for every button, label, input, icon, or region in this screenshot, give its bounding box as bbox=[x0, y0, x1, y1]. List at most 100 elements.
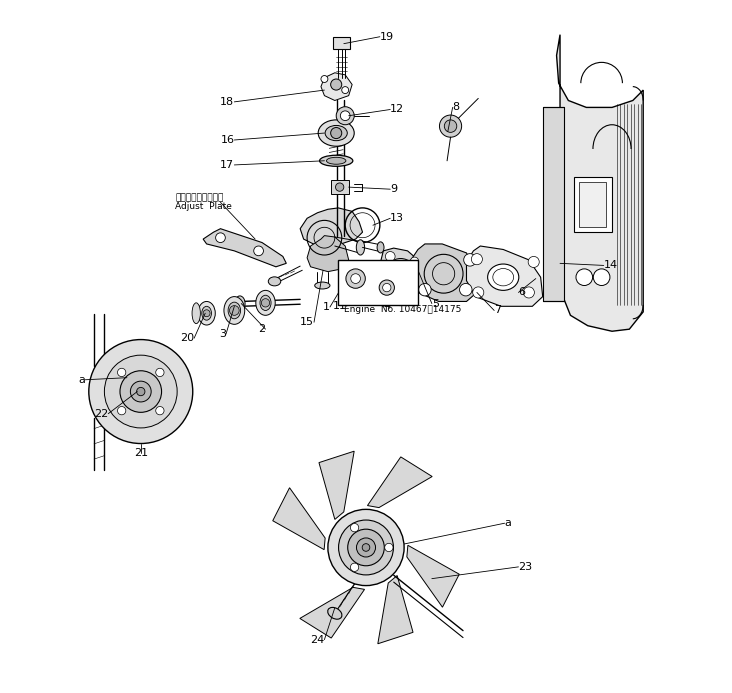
Text: 21: 21 bbox=[134, 448, 148, 457]
Circle shape bbox=[576, 269, 593, 286]
Circle shape bbox=[385, 543, 393, 552]
Ellipse shape bbox=[269, 277, 281, 286]
Text: 23: 23 bbox=[518, 562, 533, 572]
Text: アジャストプレート: アジャストプレート bbox=[176, 194, 224, 202]
Circle shape bbox=[523, 287, 534, 298]
Ellipse shape bbox=[224, 297, 244, 324]
Ellipse shape bbox=[260, 295, 271, 310]
Ellipse shape bbox=[192, 303, 201, 324]
Circle shape bbox=[105, 355, 177, 428]
Circle shape bbox=[594, 269, 610, 286]
Text: 5: 5 bbox=[432, 299, 439, 308]
Text: 17: 17 bbox=[220, 160, 234, 170]
Polygon shape bbox=[300, 208, 362, 246]
Circle shape bbox=[120, 371, 162, 412]
Circle shape bbox=[254, 246, 264, 256]
Ellipse shape bbox=[255, 290, 275, 315]
Polygon shape bbox=[378, 575, 413, 644]
Circle shape bbox=[229, 306, 239, 315]
Circle shape bbox=[336, 107, 354, 125]
Text: Adjust  Plate: Adjust Plate bbox=[176, 202, 232, 211]
Polygon shape bbox=[407, 545, 459, 607]
Text: 適用号機: 適用号機 bbox=[344, 296, 365, 304]
Circle shape bbox=[359, 287, 375, 302]
Polygon shape bbox=[411, 244, 477, 301]
Text: 8: 8 bbox=[452, 103, 460, 112]
Ellipse shape bbox=[326, 157, 346, 164]
Circle shape bbox=[351, 274, 360, 283]
Circle shape bbox=[137, 387, 145, 396]
Circle shape bbox=[89, 340, 193, 444]
Text: 9: 9 bbox=[390, 184, 397, 194]
Text: 22: 22 bbox=[94, 409, 108, 419]
Circle shape bbox=[473, 287, 484, 298]
Text: 15: 15 bbox=[300, 317, 314, 327]
Bar bbox=[542, 107, 564, 301]
Polygon shape bbox=[556, 35, 643, 331]
Text: a: a bbox=[504, 518, 512, 528]
Circle shape bbox=[261, 299, 269, 307]
Text: 2: 2 bbox=[258, 324, 266, 334]
Ellipse shape bbox=[228, 302, 241, 319]
Circle shape bbox=[386, 252, 395, 261]
Circle shape bbox=[216, 233, 225, 243]
Ellipse shape bbox=[315, 282, 330, 289]
Circle shape bbox=[118, 407, 126, 415]
Circle shape bbox=[351, 523, 359, 532]
Circle shape bbox=[411, 257, 419, 265]
Polygon shape bbox=[307, 236, 348, 272]
Circle shape bbox=[118, 368, 126, 376]
Ellipse shape bbox=[320, 155, 353, 166]
Text: 11: 11 bbox=[332, 301, 346, 311]
Ellipse shape bbox=[318, 120, 354, 146]
Circle shape bbox=[328, 509, 404, 586]
Text: 7: 7 bbox=[494, 306, 501, 315]
Polygon shape bbox=[319, 451, 354, 520]
Circle shape bbox=[156, 407, 164, 415]
Circle shape bbox=[529, 256, 539, 267]
Bar bbox=[338, 260, 418, 305]
Circle shape bbox=[383, 283, 391, 292]
Text: 4: 4 bbox=[384, 301, 390, 311]
Ellipse shape bbox=[488, 264, 519, 290]
Ellipse shape bbox=[202, 306, 212, 320]
Polygon shape bbox=[321, 73, 352, 100]
Bar bbox=[580, 182, 606, 227]
Polygon shape bbox=[300, 588, 365, 638]
Polygon shape bbox=[367, 457, 432, 507]
Circle shape bbox=[376, 292, 389, 304]
Circle shape bbox=[346, 269, 365, 288]
Text: 20: 20 bbox=[180, 333, 194, 343]
Circle shape bbox=[342, 87, 348, 94]
Circle shape bbox=[130, 381, 152, 402]
Circle shape bbox=[203, 310, 210, 317]
Circle shape bbox=[444, 120, 457, 132]
Text: 10: 10 bbox=[395, 289, 409, 299]
Circle shape bbox=[335, 183, 344, 191]
Circle shape bbox=[156, 368, 164, 376]
Text: 12: 12 bbox=[390, 105, 404, 114]
Circle shape bbox=[339, 520, 393, 575]
Text: 18: 18 bbox=[220, 97, 234, 107]
Ellipse shape bbox=[328, 607, 342, 620]
Circle shape bbox=[463, 254, 477, 266]
Ellipse shape bbox=[235, 296, 245, 311]
Polygon shape bbox=[203, 229, 286, 267]
Circle shape bbox=[439, 115, 462, 137]
Circle shape bbox=[379, 283, 387, 292]
Text: 19: 19 bbox=[380, 32, 394, 42]
Text: 16: 16 bbox=[220, 135, 234, 145]
Bar bbox=[332, 180, 348, 194]
Ellipse shape bbox=[198, 301, 215, 325]
Bar bbox=[574, 177, 612, 232]
Circle shape bbox=[331, 79, 342, 90]
Polygon shape bbox=[273, 488, 325, 550]
Circle shape bbox=[321, 76, 328, 82]
Ellipse shape bbox=[356, 240, 365, 255]
Text: 24: 24 bbox=[310, 635, 324, 644]
Circle shape bbox=[348, 529, 384, 565]
Polygon shape bbox=[380, 248, 422, 290]
Bar bbox=[334, 37, 350, 49]
Circle shape bbox=[340, 111, 350, 121]
Circle shape bbox=[379, 295, 386, 301]
